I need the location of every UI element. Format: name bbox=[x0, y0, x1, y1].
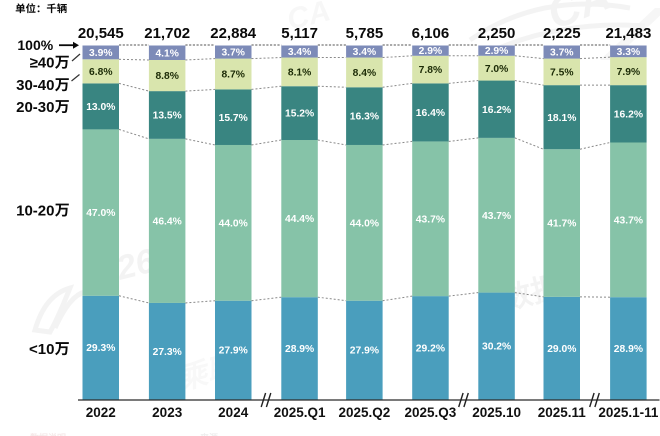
svg-text:3.9%: 3.9% bbox=[89, 48, 112, 59]
svg-text:43.7%: 43.7% bbox=[482, 211, 511, 222]
svg-text:29.0%: 29.0% bbox=[547, 344, 576, 355]
svg-text:22,884: 22,884 bbox=[210, 25, 257, 42]
svg-text:30-40: 30-40 bbox=[16, 77, 54, 94]
svg-text:7.9%: 7.9% bbox=[617, 67, 640, 78]
svg-text:数据说明: 数据说明 bbox=[30, 432, 66, 436]
svg-text:29.3%: 29.3% bbox=[86, 343, 115, 354]
svg-text:7.0%: 7.0% bbox=[485, 64, 508, 75]
svg-text:44.0%: 44.0% bbox=[219, 218, 248, 229]
svg-text:21,702: 21,702 bbox=[144, 25, 190, 42]
svg-text:8.1%: 8.1% bbox=[288, 67, 311, 78]
svg-text:2025.1-11: 2025.1-11 bbox=[598, 405, 659, 420]
svg-text:<10: <10 bbox=[29, 341, 54, 358]
svg-text:30.2%: 30.2% bbox=[482, 342, 511, 353]
svg-text:20,545: 20,545 bbox=[78, 25, 124, 42]
svg-text:41.7%: 41.7% bbox=[547, 219, 576, 230]
svg-text:10-20: 10-20 bbox=[16, 202, 54, 219]
svg-text:2025.11: 2025.11 bbox=[538, 405, 587, 420]
svg-text:来源: 来源 bbox=[199, 432, 218, 436]
svg-text:13.5%: 13.5% bbox=[153, 111, 182, 122]
svg-text:20-30: 20-30 bbox=[16, 99, 54, 116]
svg-text:16.2%: 16.2% bbox=[482, 105, 511, 116]
svg-text:15.2%: 15.2% bbox=[285, 109, 314, 120]
svg-text:43.7%: 43.7% bbox=[614, 215, 643, 226]
svg-text:2024: 2024 bbox=[218, 405, 249, 420]
svg-text:2,225: 2,225 bbox=[543, 25, 581, 42]
svg-text:2025.10: 2025.10 bbox=[472, 405, 521, 420]
svg-text:3.4%: 3.4% bbox=[353, 47, 376, 58]
svg-text:100%: 100% bbox=[17, 37, 53, 53]
svg-text:2022: 2022 bbox=[86, 405, 116, 420]
svg-text:15.7%: 15.7% bbox=[219, 113, 248, 124]
svg-text:21,483: 21,483 bbox=[605, 25, 651, 42]
svg-text:2.9%: 2.9% bbox=[419, 46, 442, 57]
svg-text:7.8%: 7.8% bbox=[419, 65, 442, 76]
svg-text:46.4%: 46.4% bbox=[153, 217, 182, 228]
svg-text:8.4%: 8.4% bbox=[353, 68, 376, 79]
svg-text:5,117: 5,117 bbox=[281, 25, 318, 42]
svg-text:3.7%: 3.7% bbox=[221, 48, 244, 59]
svg-text:18.1%: 18.1% bbox=[547, 113, 576, 124]
svg-text:28.9%: 28.9% bbox=[614, 344, 643, 355]
svg-text:27.3%: 27.3% bbox=[153, 347, 182, 358]
svg-text:8.8%: 8.8% bbox=[155, 71, 178, 82]
svg-text:2023: 2023 bbox=[152, 405, 183, 420]
svg-text:2.9%: 2.9% bbox=[485, 46, 508, 57]
svg-text:3.7%: 3.7% bbox=[550, 48, 573, 59]
svg-text:≥40: ≥40 bbox=[30, 55, 55, 72]
svg-text:27.9%: 27.9% bbox=[219, 346, 248, 357]
svg-text:7.5%: 7.5% bbox=[550, 67, 573, 78]
svg-text:44.0%: 44.0% bbox=[350, 218, 379, 229]
svg-text:3.4%: 3.4% bbox=[288, 47, 311, 58]
svg-text:16.2%: 16.2% bbox=[614, 109, 643, 120]
svg-text:3.3%: 3.3% bbox=[617, 47, 640, 58]
svg-text:47.0%: 47.0% bbox=[86, 208, 115, 219]
svg-text:2025.Q2: 2025.Q2 bbox=[339, 405, 391, 420]
svg-text:2025.Q1: 2025.Q1 bbox=[274, 405, 326, 420]
svg-text:16.4%: 16.4% bbox=[416, 108, 445, 119]
svg-text:8.7%: 8.7% bbox=[221, 70, 244, 81]
svg-text:4.1%: 4.1% bbox=[155, 48, 178, 59]
svg-text:43.7%: 43.7% bbox=[416, 214, 445, 225]
svg-text:44.4%: 44.4% bbox=[285, 214, 314, 225]
svg-text:16.3%: 16.3% bbox=[350, 112, 379, 123]
svg-text:2,250: 2,250 bbox=[478, 25, 516, 42]
svg-text:6,106: 6,106 bbox=[412, 25, 450, 42]
svg-text:13.0%: 13.0% bbox=[86, 102, 115, 113]
svg-text:6.8%: 6.8% bbox=[89, 67, 112, 78]
svg-text:29.2%: 29.2% bbox=[416, 343, 445, 354]
svg-text:2025.Q3: 2025.Q3 bbox=[405, 405, 457, 420]
svg-text:27.9%: 27.9% bbox=[350, 346, 379, 357]
svg-text:5,785: 5,785 bbox=[346, 25, 384, 42]
svg-text:28.9%: 28.9% bbox=[285, 344, 314, 355]
